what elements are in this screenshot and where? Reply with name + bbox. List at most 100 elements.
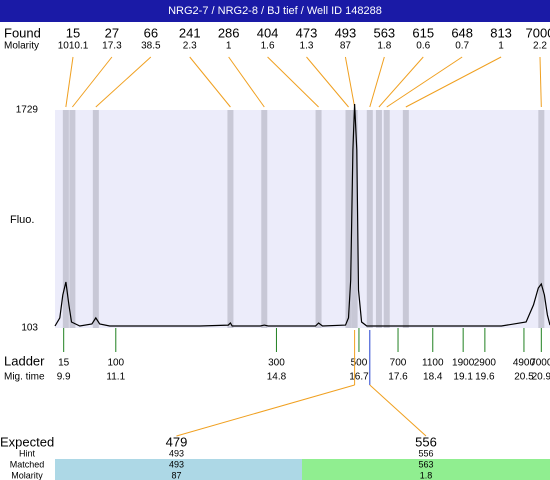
hint-size: 556 (418, 448, 433, 458)
peak-band (227, 110, 234, 328)
trace (54, 103, 550, 327)
peak-connector (71, 56, 113, 108)
peak-connector (405, 56, 502, 108)
peak-connector (306, 56, 349, 108)
ladder-time: 17.6 (388, 372, 408, 383)
peak-connector (369, 56, 385, 108)
found-size: 563 (373, 25, 395, 40)
found-size: 27 (105, 25, 119, 40)
found-size: 404 (257, 25, 279, 40)
ladder-size: 300 (268, 358, 285, 369)
peak-connector (344, 56, 356, 108)
peak-band (69, 110, 76, 328)
peak-band (402, 110, 409, 328)
hint-size: 493 (169, 448, 184, 458)
ladder-size: 15 (58, 358, 70, 369)
found-molarity: 1.8 (377, 41, 391, 52)
ladder-time: 11.1 (106, 372, 125, 383)
found-size: 473 (296, 25, 318, 40)
found-molarity: 1 (226, 41, 232, 52)
found-size: 66 (144, 25, 158, 40)
found-molarity: 38.5 (141, 41, 161, 52)
mig-time-label: Mig. time (4, 372, 45, 383)
y-axis-label: Fluo. (10, 214, 34, 226)
match-connector (369, 384, 427, 437)
ladder-size: 500 (351, 358, 368, 369)
peak-connector (65, 56, 74, 108)
peak-band (351, 110, 358, 328)
found-molarity: 87 (340, 41, 352, 52)
plot-area (55, 110, 550, 328)
expected-size: 479 (166, 434, 188, 449)
ladder-size: 100 (107, 358, 124, 369)
hint-label: Hint (19, 448, 36, 458)
peak-connector (378, 56, 424, 108)
found-size: 286 (218, 25, 240, 40)
ladder-size: 1100 (422, 358, 444, 369)
matched-cell-1 (55, 459, 302, 480)
ladder-time: 16.7 (349, 372, 369, 383)
y-tick-label: 1729 (16, 105, 39, 116)
matched-molarity: 1.8 (420, 470, 433, 480)
ladder-time: 19.1 (453, 372, 473, 383)
peak-connector (189, 56, 231, 108)
ladder-size: 700 (390, 358, 407, 369)
peak-band (538, 110, 545, 328)
found-size: 813 (490, 25, 512, 40)
peak-connector (539, 56, 542, 108)
ladder-size: 7000 (530, 358, 550, 369)
expected-molarity-label: Molarity (11, 470, 43, 480)
peak-band (383, 110, 390, 328)
peak-band (366, 110, 373, 328)
found-molarity: 1010.1 (58, 41, 89, 52)
peak-band (315, 110, 322, 328)
found-molarity: 1.3 (300, 41, 314, 52)
title: NRG2-7 / NRG2-8 / BJ tief / Well ID 1482… (168, 5, 382, 17)
y-tick-label: 103 (21, 323, 38, 334)
found-molarity: 17.3 (102, 41, 122, 52)
peak-band (92, 110, 99, 328)
title-bar (0, 0, 550, 22)
found-label: Found (4, 25, 41, 40)
found-size: 648 (451, 25, 473, 40)
matched-size: 563 (418, 459, 433, 469)
found-molarity: 2.2 (533, 41, 547, 52)
peak-connector (267, 56, 319, 108)
matched-label: Matched (10, 459, 45, 469)
ladder-time: 9.9 (57, 372, 71, 383)
peak-band (62, 110, 69, 328)
found-molarity: 1.6 (261, 41, 275, 52)
molarity-label: Molarity (4, 41, 39, 52)
found-molarity: 1 (498, 41, 504, 52)
found-size: 7000 (526, 25, 550, 40)
match-connector (176, 384, 355, 437)
peak-band (261, 110, 268, 328)
ladder-size: 4900 (513, 358, 536, 369)
peak-band (345, 110, 352, 328)
found-molarity: 0.6 (416, 41, 430, 52)
ladder-time: 14.8 (267, 372, 287, 383)
ladder-size: 1900 (452, 358, 475, 369)
peak-band (375, 110, 382, 328)
found-size: 15 (66, 25, 80, 40)
expected-label: Expected (0, 434, 54, 449)
peak-connector (228, 56, 265, 108)
found-size: 241 (179, 25, 201, 40)
ladder-time: 18.4 (423, 372, 443, 383)
expected-size: 556 (415, 434, 437, 449)
ladder-time: 20.5 (514, 372, 534, 383)
ladder-time: 20.9 (532, 372, 550, 383)
matched-cell-2 (302, 459, 550, 480)
found-size: 493 (335, 25, 357, 40)
found-molarity: 0.7 (455, 41, 469, 52)
peak-connector (95, 56, 152, 108)
ladder-size: 2900 (474, 358, 497, 369)
peak-connector (386, 56, 463, 108)
found-molarity: 2.3 (183, 41, 197, 52)
found-size: 615 (412, 25, 434, 40)
ladder-label: Ladder (4, 353, 45, 368)
matched-size: 493 (169, 459, 184, 469)
ladder-time: 19.6 (475, 372, 495, 383)
matched-molarity: 87 (171, 470, 181, 480)
